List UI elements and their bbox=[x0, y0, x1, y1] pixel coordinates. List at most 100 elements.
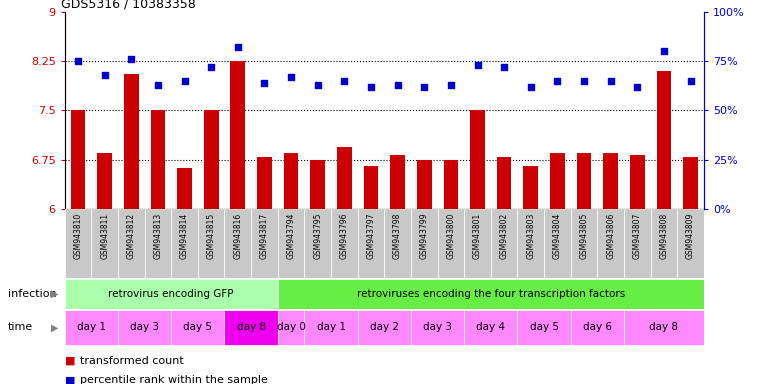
Text: GSM943794: GSM943794 bbox=[287, 213, 295, 259]
Bar bbox=[177, 169, 192, 209]
Text: infection: infection bbox=[8, 289, 56, 299]
Text: GSM943799: GSM943799 bbox=[420, 213, 428, 259]
Text: GSM943806: GSM943806 bbox=[607, 213, 615, 259]
Bar bbox=[224, 310, 278, 345]
Bar bbox=[358, 209, 384, 278]
Text: GSM943807: GSM943807 bbox=[633, 213, 642, 259]
Text: GSM943814: GSM943814 bbox=[180, 213, 189, 259]
Text: GDS5316 / 10383358: GDS5316 / 10383358 bbox=[62, 0, 196, 10]
Point bbox=[312, 82, 324, 88]
Text: day 1: day 1 bbox=[317, 322, 345, 333]
Text: GSM943795: GSM943795 bbox=[314, 213, 322, 259]
Bar bbox=[491, 209, 517, 278]
Text: ▶: ▶ bbox=[51, 289, 59, 299]
Point bbox=[578, 78, 590, 84]
Bar bbox=[278, 209, 304, 278]
Point bbox=[98, 72, 111, 78]
Text: GSM943816: GSM943816 bbox=[234, 213, 242, 259]
Text: GSM943800: GSM943800 bbox=[447, 213, 455, 259]
Point bbox=[631, 84, 643, 90]
Text: percentile rank within the sample: percentile rank within the sample bbox=[80, 375, 268, 384]
Bar bbox=[198, 209, 224, 278]
Bar bbox=[411, 310, 464, 345]
Bar bbox=[464, 310, 517, 345]
Point bbox=[365, 84, 377, 90]
Text: ■: ■ bbox=[65, 375, 75, 384]
Text: GSM943805: GSM943805 bbox=[580, 213, 588, 259]
Point bbox=[231, 44, 244, 50]
Bar bbox=[597, 209, 624, 278]
Point bbox=[684, 78, 696, 84]
Bar bbox=[251, 209, 278, 278]
Text: day 5: day 5 bbox=[183, 322, 212, 333]
Bar bbox=[624, 310, 704, 345]
Text: GSM943797: GSM943797 bbox=[367, 213, 375, 259]
Bar bbox=[651, 209, 677, 278]
Point bbox=[285, 74, 297, 80]
Bar bbox=[151, 111, 165, 209]
Point bbox=[524, 84, 537, 90]
Bar bbox=[91, 209, 118, 278]
Text: day 8: day 8 bbox=[649, 322, 679, 333]
Bar bbox=[444, 160, 458, 209]
Point bbox=[72, 58, 84, 64]
Text: GSM943815: GSM943815 bbox=[207, 213, 215, 259]
Bar bbox=[624, 209, 651, 278]
Bar bbox=[358, 310, 411, 345]
Bar bbox=[145, 209, 171, 278]
Point bbox=[419, 84, 431, 90]
Text: GSM943808: GSM943808 bbox=[660, 213, 668, 259]
Bar bbox=[71, 111, 85, 209]
Bar bbox=[603, 153, 618, 209]
Text: time: time bbox=[8, 322, 33, 333]
Bar bbox=[310, 160, 325, 209]
Text: GSM943798: GSM943798 bbox=[393, 213, 402, 259]
Bar bbox=[657, 71, 671, 209]
Bar bbox=[630, 155, 645, 209]
Text: day 1: day 1 bbox=[77, 322, 106, 333]
Point bbox=[391, 82, 403, 88]
Bar bbox=[524, 166, 538, 209]
Point bbox=[338, 78, 350, 84]
Point bbox=[444, 82, 457, 88]
Point bbox=[604, 78, 616, 84]
Bar bbox=[171, 310, 224, 345]
Text: day 8: day 8 bbox=[237, 322, 266, 333]
Text: GSM943803: GSM943803 bbox=[527, 213, 535, 259]
Bar bbox=[384, 209, 411, 278]
Text: GSM943804: GSM943804 bbox=[553, 213, 562, 259]
Bar bbox=[171, 209, 198, 278]
Bar bbox=[278, 279, 704, 308]
Text: retrovirus encoding GFP: retrovirus encoding GFP bbox=[109, 289, 234, 299]
Bar bbox=[464, 209, 491, 278]
Bar bbox=[517, 209, 544, 278]
Bar bbox=[118, 310, 171, 345]
Text: GSM943801: GSM943801 bbox=[473, 213, 482, 259]
Text: GSM943802: GSM943802 bbox=[500, 213, 508, 259]
Bar bbox=[124, 74, 139, 209]
Bar bbox=[331, 209, 358, 278]
Bar bbox=[231, 61, 245, 209]
Text: transformed count: transformed count bbox=[80, 356, 183, 366]
Bar bbox=[364, 166, 378, 209]
Bar bbox=[577, 153, 591, 209]
Text: GSM943796: GSM943796 bbox=[340, 213, 349, 259]
Bar bbox=[390, 155, 405, 209]
Point bbox=[151, 82, 164, 88]
Text: GSM943809: GSM943809 bbox=[686, 213, 695, 259]
Bar bbox=[224, 209, 251, 278]
Bar bbox=[677, 209, 704, 278]
Bar bbox=[470, 111, 485, 209]
Text: GSM943811: GSM943811 bbox=[100, 213, 109, 259]
Bar bbox=[97, 153, 112, 209]
Bar bbox=[497, 157, 511, 209]
Text: GSM943812: GSM943812 bbox=[127, 213, 135, 259]
Point bbox=[498, 64, 510, 70]
Bar bbox=[337, 147, 352, 209]
Bar bbox=[257, 157, 272, 209]
Bar bbox=[304, 209, 331, 278]
Bar bbox=[204, 111, 218, 209]
Text: retroviruses encoding the four transcription factors: retroviruses encoding the four transcrip… bbox=[357, 289, 625, 299]
Text: day 3: day 3 bbox=[423, 322, 452, 333]
Bar bbox=[438, 209, 464, 278]
